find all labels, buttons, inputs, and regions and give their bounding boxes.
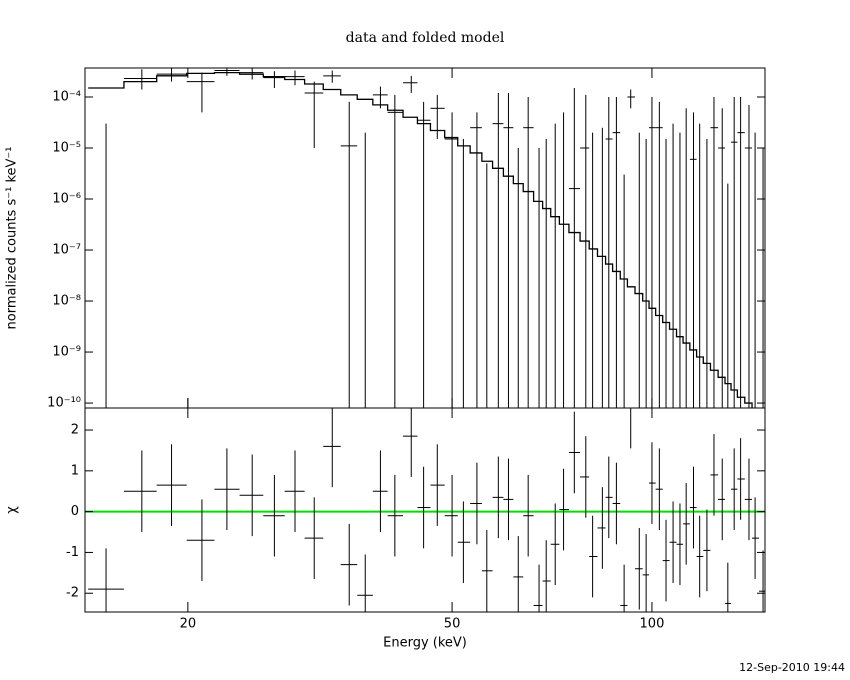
y-tick-label: 10⁻⁵: [52, 140, 81, 155]
y-tick-label: 10⁻⁸: [52, 294, 81, 309]
y-tick-label: 10⁻⁷: [52, 243, 81, 258]
y-tick-label: -2: [66, 586, 79, 601]
top-frame: [84, 67, 766, 409]
y-axis-label: normalized counts s⁻¹ keV⁻¹: [5, 147, 20, 330]
timestamp: 12-Sep-2010 19:44: [739, 661, 845, 674]
chart-title: data and folded model: [346, 30, 505, 46]
y-tick-label: 0: [71, 504, 79, 519]
top-plot: [88, 68, 764, 408]
x-tick-label: 50: [444, 617, 461, 632]
y-tick-label: 2: [71, 423, 79, 438]
y-tick-label: 10⁻⁶: [52, 192, 81, 207]
x-axis-label: Energy (keV): [383, 636, 467, 651]
y-tick-label: 10⁻¹⁰: [47, 396, 81, 411]
y-axis-label: χ: [5, 506, 20, 514]
y-tick-label: 10⁻⁴: [52, 89, 81, 104]
model-step: [88, 71, 753, 408]
bottom-plot: [85, 408, 765, 612]
x-tick-label: 100: [640, 617, 665, 632]
y-tick-label: 1: [71, 463, 79, 478]
y-tick-label: -1: [66, 545, 79, 560]
bottom-frame: [84, 407, 766, 613]
x-tick-label: 20: [180, 617, 197, 632]
y-tick-label: 10⁻⁹: [52, 345, 81, 360]
